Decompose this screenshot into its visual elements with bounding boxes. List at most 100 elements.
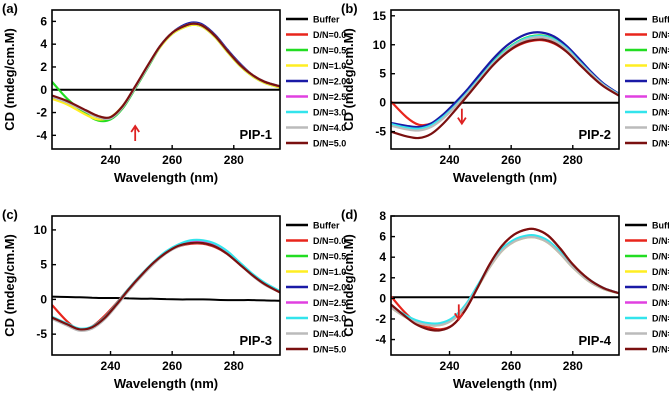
panel-label: (a): [2, 1, 18, 16]
legend-label: D/N=2.5: [652, 298, 669, 308]
y-tick-label: 2: [379, 271, 386, 285]
legend-label: D/N=1.0: [313, 267, 346, 277]
series-group: [52, 21, 280, 123]
x-tick-label: 240: [440, 359, 460, 373]
y-tick-label: 6: [379, 230, 386, 244]
legend-label: D/N=0.0: [313, 236, 346, 246]
series-line-d-n-5-0: [391, 227, 619, 332]
legend-label: Buffer: [313, 221, 340, 231]
legend-label: D/N=0.5: [313, 46, 346, 56]
x-tick-label: 240: [101, 153, 121, 167]
x-tick-label: 260: [162, 153, 182, 167]
legend-label: D/N=3.0: [652, 314, 669, 324]
series-group: [391, 31, 619, 140]
sample-label: PIP-3: [239, 333, 272, 348]
chart-panel-pip-4: 240 260 280 -4 -2 0 2 4 6 8 Wavelength (nm) CD (mde…: [341, 207, 669, 391]
y-axis-title: CD (mdeg/cm.M): [2, 28, 17, 131]
legend-label: D/N=0.0: [652, 30, 669, 40]
y-tick-label: 15: [373, 9, 387, 23]
series-line-d-n-5-0: [391, 38, 619, 140]
series-line-d-n-5-0: [52, 241, 280, 331]
y-tick-label: 5: [379, 67, 386, 81]
y-tick-label: 0: [379, 291, 386, 305]
y-tick-label: 10: [34, 223, 48, 237]
series-group: [52, 238, 280, 332]
y-tick-label: -5: [36, 327, 47, 341]
y-tick-label: 6: [40, 14, 47, 28]
sample-label: PIP-2: [578, 127, 611, 142]
legend-label: D/N=0.5: [652, 252, 669, 262]
legend-label: D/N=5.0: [313, 345, 346, 355]
series-line-d-n-0-5: [391, 34, 619, 130]
x-tick-label: 280: [224, 153, 244, 167]
x-axis-title: Wavelength (nm): [114, 170, 218, 185]
x-axis-title: Wavelength (nm): [453, 376, 557, 391]
legend: Buffer D/N=0.0 D/N=0.5 D/N=1.0 D/N=2.0 D/N=2.…: [625, 221, 669, 355]
x-tick-label: 240: [440, 153, 460, 167]
sample-label: PIP-1: [239, 127, 272, 142]
series-line-d-n-1-0: [52, 240, 280, 332]
series-line-d-n-3-0: [391, 34, 619, 130]
legend-label: D/N=3.0: [652, 108, 669, 118]
y-tick-label: 10: [373, 38, 387, 52]
legend-label: D/N=4.0: [652, 123, 669, 133]
legend: Buffer D/N=0.0 D/N=0.5 D/N=1.0 D/N=2.0 D/N=2.…: [286, 221, 346, 355]
y-axis-title: CD (mdeg/cm.M): [341, 234, 356, 337]
series-line-buffer: [52, 295, 280, 302]
legend: Buffer D/N=0.0 D/N=0.5 D/N=1.0 D/N=2.0 D/N=2.…: [625, 15, 669, 149]
y-tick-label: 0: [40, 292, 47, 306]
series-line-d-n-5-0: [52, 22, 280, 119]
legend-label: D/N=2.0: [313, 283, 346, 293]
legend-label: D/N=0.0: [652, 236, 669, 246]
y-tick-label: -2: [36, 106, 47, 120]
legend-label: D/N=2.0: [652, 77, 669, 87]
plot-frame: [51, 9, 281, 150]
y-tick-label: -4: [375, 333, 386, 347]
legend-label: D/N=1.0: [652, 267, 669, 277]
arrow-indicator: [454, 304, 464, 321]
chart-panel-pip-3: 240 260 280 -5 0 5 10 Wavelength (nm) CD (mdeg/c…: [2, 207, 346, 391]
chart-panel-pip-1: 240 260 280 -4 -2 0 2 4 6 Wavelength (nm) CD (mdeg…: [2, 1, 346, 185]
series-line-d-n-4-0: [391, 35, 619, 132]
panel-label: (b): [341, 1, 358, 16]
y-axis-title: CD (mdeg/cm.M): [341, 28, 356, 131]
x-axis-title: Wavelength (nm): [114, 376, 218, 391]
plot-frame: [51, 215, 281, 356]
series-line-d-n-0-0: [52, 242, 280, 332]
legend-label: Buffer: [313, 15, 340, 25]
legend-label: D/N=4.0: [652, 329, 669, 339]
legend-label: D/N=3.0: [313, 108, 346, 118]
legend-label: D/N=0.5: [313, 252, 346, 262]
legend-label: D/N=1.0: [652, 61, 669, 71]
series-line-d-n-1-0: [391, 235, 619, 327]
legend-label: D/N=2.5: [652, 92, 669, 102]
plot-frame: [390, 215, 620, 356]
y-tick-label: 4: [379, 250, 386, 264]
y-tick-label: 2: [40, 60, 47, 74]
x-tick-label: 280: [563, 153, 583, 167]
legend-label: D/N=3.0: [313, 314, 346, 324]
legend-label: D/N=2.0: [313, 77, 346, 87]
legend-label: D/N=5.0: [652, 139, 669, 149]
series-line-d-n-2-0: [391, 31, 619, 129]
legend: Buffer D/N=0.0 D/N=0.5 D/N=1.0 D/N=2.0 D/N=2.…: [286, 15, 346, 149]
legend-label: D/N=5.0: [652, 345, 669, 355]
panel-label: (d): [341, 207, 358, 222]
legend-label: D/N=2.5: [313, 298, 346, 308]
legend-label: D/N=2.5: [313, 92, 346, 102]
x-tick-label: 280: [224, 359, 244, 373]
plot-frame: [390, 9, 620, 150]
y-tick-label: -4: [36, 128, 47, 142]
x-tick-label: 260: [501, 359, 521, 373]
x-tick-label: 260: [162, 359, 182, 373]
arrow-indicator: [130, 124, 140, 141]
chart-panel-pip-2: 240 260 280 -5 0 5 10 15 Wavelength (nm) CD (mdeg…: [341, 1, 669, 185]
legend-label: D/N=4.0: [313, 329, 346, 339]
x-axis-title: Wavelength (nm): [453, 170, 557, 185]
legend-label: Buffer: [652, 221, 669, 231]
y-tick-label: -2: [375, 312, 386, 326]
x-tick-label: 260: [501, 153, 521, 167]
y-tick-label: 0: [40, 83, 47, 97]
legend-label: D/N=5.0: [313, 139, 346, 149]
